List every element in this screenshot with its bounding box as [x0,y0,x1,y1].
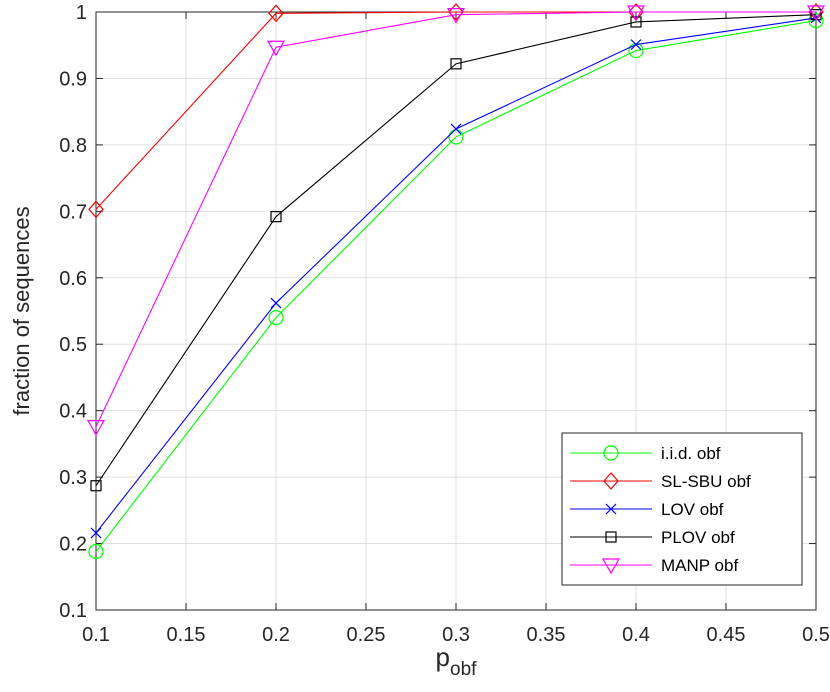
data-point-marker [448,3,464,21]
data-point-marker [630,16,642,28]
x-tick-label: 0.5 [802,624,830,646]
legend-marker [603,472,619,490]
series-lov-obf [90,12,822,539]
legend-label: PLOV obf [661,528,735,547]
x-axis-label-subscript: obf [450,659,477,680]
series-line [95,20,817,552]
x-tick-label: 0.25 [347,624,386,646]
x-tick-label: 0.35 [527,624,566,646]
data-point-marker [86,420,106,436]
series-line [95,11,816,427]
data-point-marker [628,42,644,59]
data-point-marker [450,58,462,70]
x-tick-label: 0.4 [622,624,650,646]
y-tick-label: 0.4 [59,401,87,423]
data-point-marker [270,211,282,223]
y-tick-label: 0.8 [59,135,87,157]
x-tick-label: 0.2 [262,624,290,646]
data-point-marker [90,480,102,492]
data-point-marker [90,527,102,539]
y-axis-label: fraction of sequences [9,206,34,415]
data-point-marker [268,310,284,326]
y-tick-label: 0.5 [59,334,87,356]
x-tick-label: 0.15 [167,624,206,646]
x-tick-label: 0.1 [82,624,110,646]
series-plov-obf [90,9,822,492]
series-line [95,14,817,487]
series-group [86,3,826,560]
y-tick-label: 0.3 [59,467,87,489]
data-point-marker [88,543,104,560]
legend-label: LOV obf [661,500,724,519]
y-tick-label: 0.2 [59,534,87,556]
x-axis-label-main: p [436,642,450,672]
legend-marker [601,558,621,575]
series-manp-obf [86,5,826,436]
data-point-marker [630,39,642,50]
data-point-marker [446,8,466,24]
x-axis-label: pobf [436,642,478,680]
y-axis-ticks: 0.1 0.2 0.3 0.4 0.5 0.6 0.7 0.8 0.9 1 [59,2,816,622]
y-tick-label: 0.9 [59,68,87,90]
y-tick-label: 1 [76,2,87,24]
legend-label: SL-SBU obf [661,472,751,491]
data-point-marker [88,200,104,219]
legend-marker [605,503,617,515]
legend-label: i.i.d. obf [661,444,721,463]
data-point-marker [448,129,464,145]
data-point-marker [268,4,284,23]
legend-item: i.i.d. obf [570,444,721,463]
data-point-marker [266,40,286,57]
data-point-marker [808,13,824,29]
x-tick-label: 0.3 [442,624,470,646]
legend: i.i.d. obf SL-SBU obf LOV obf PLOV obf MANP … [561,432,803,586]
y-tick-label: 0.1 [59,600,87,622]
data-point-marker [626,5,646,22]
legend-marker [603,445,619,461]
legend-item: SL-SBU obf [570,472,751,491]
series-i-i-d-obf [88,13,824,560]
y-tick-label: 0.7 [59,201,87,223]
x-tick-label: 0.45 [707,624,746,646]
legend-item: PLOV obf [570,528,735,547]
legend-marker [605,531,617,543]
data-point-marker [270,297,282,309]
legend-item: MANP obf [570,556,738,575]
data-point-marker [450,123,462,135]
legend-item: LOV obf [570,500,724,519]
legend-label: MANP obf [661,556,738,575]
x-axis-ticks: 0.1 0.15 0.2 0.25 0.3 0.35 0.4 0.45 0.5 [82,12,830,646]
data-point-marker [806,5,826,22]
y-tick-label: 0.6 [59,268,87,290]
